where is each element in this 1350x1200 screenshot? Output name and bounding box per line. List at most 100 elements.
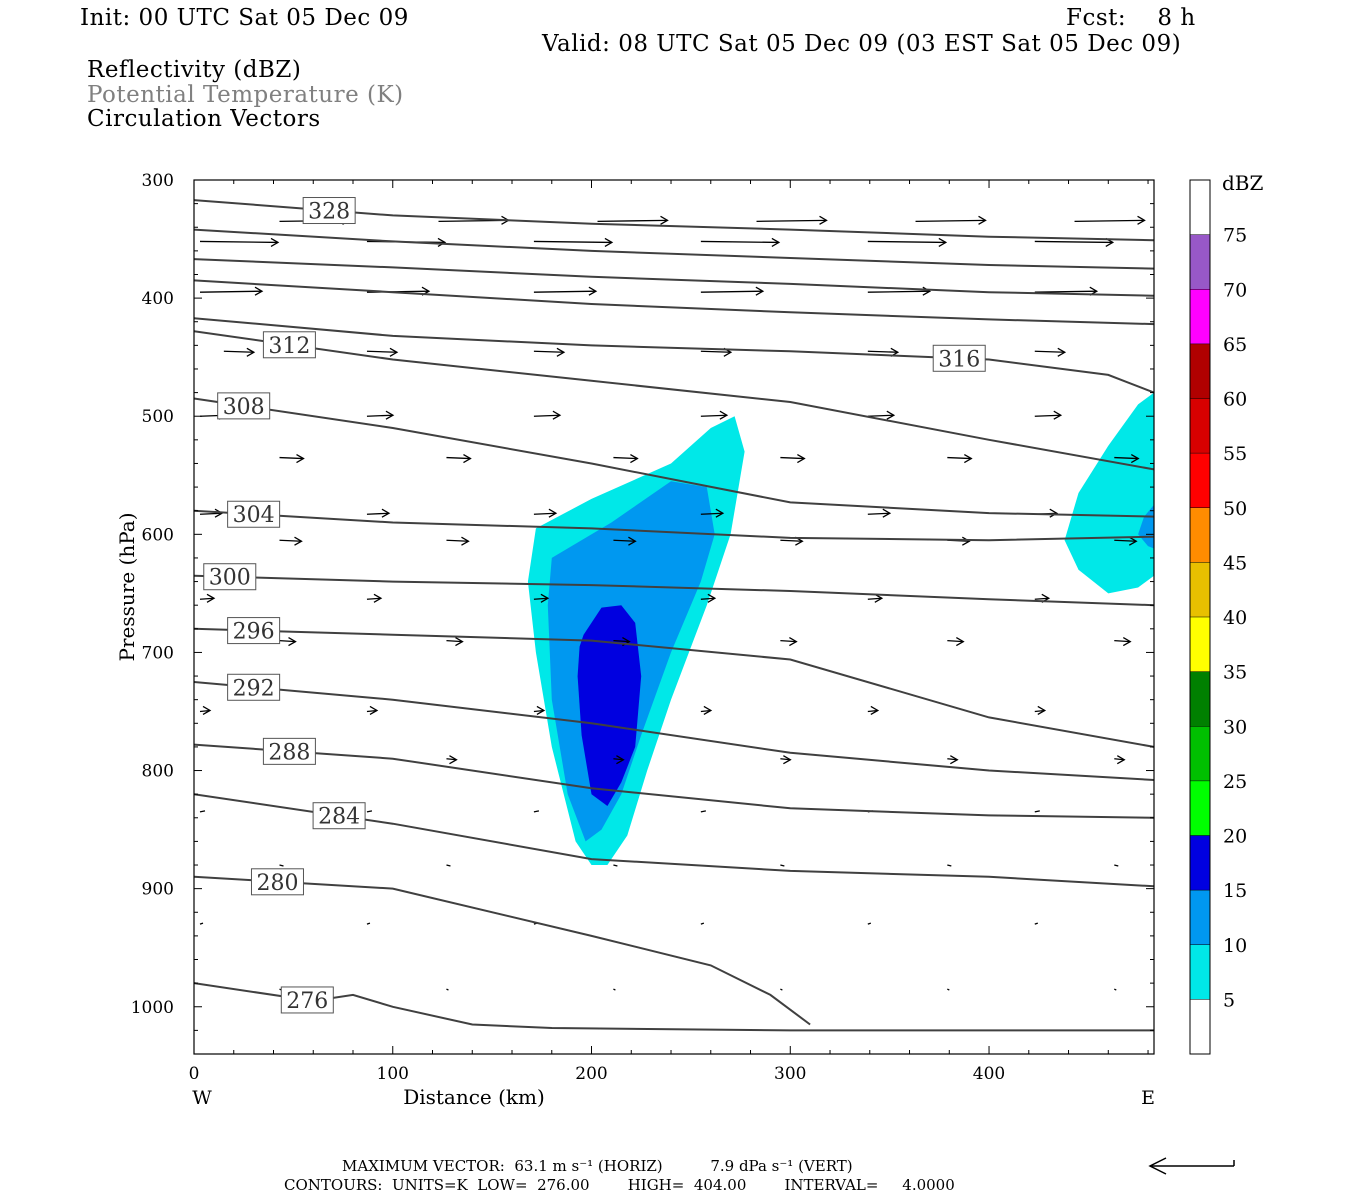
vector-arrow [597,215,669,225]
vector-arrow [366,593,383,603]
vector-arrow [867,705,880,716]
contour-info: CONTOURS: UNITS=K LOW= 276.00 HIGH= 404.… [284,1176,955,1194]
colorbar-label: 55 [1223,443,1247,465]
contour-label-280: 280 [250,868,304,896]
vector-arrow [279,453,305,464]
vector-arrow [867,922,872,925]
vector-arrow [199,810,206,813]
reference-vector-arrow [1148,1157,1235,1175]
vector-arrow [780,755,792,765]
vector-arrow [366,922,371,925]
theta-contours [194,199,1154,1032]
vector-arrow [613,864,618,867]
theta-contour-line [194,228,1154,270]
vector-arrow [700,810,706,813]
contour-label-284: 284 [312,802,366,830]
y-axis-title: Pressure (hPa) [115,513,139,662]
x-tick-label: 200 [575,1064,607,1084]
svg-text:280: 280 [256,871,298,896]
vector-arrow [867,508,892,518]
contour-label-296: 296 [227,617,281,645]
colorbar-label: 65 [1223,334,1247,356]
field-reflectivity: Reflectivity (dBZ) [87,57,302,83]
colorbar-segment [1190,671,1210,727]
y-tick-label: 1000 [131,998,174,1018]
vector-arrow [446,637,464,647]
reflectivity-area-15dbz-2 [577,605,642,806]
colorbar: 5 10 15 20 25 30 35 40 45 50 55 60 65 70 75 dBZ [1189,171,1264,1055]
vector-arrow [1034,705,1047,716]
colorbar-label: 60 [1223,389,1247,411]
vector-arrow [780,453,806,464]
vector-arrow [533,508,558,518]
field-circulation-vectors: Circulation Vectors [87,106,321,132]
colorbar-segment [1190,999,1210,1054]
y-tick-label: 300 [142,171,174,191]
colorbar-segment [1190,726,1210,781]
vector-arrow [279,637,297,647]
x-axis-title: Distance (km) [403,1085,545,1109]
theta-contour-line [194,743,1154,819]
vector-arrow [947,453,973,464]
svg-text:292: 292 [233,676,275,701]
max-vector-info: MAXIMUM VECTOR: 63.1 m s⁻¹ (HORIZ) 7.9 d… [342,1157,853,1175]
x-tick-label: 300 [774,1064,806,1084]
contour-label-316: 316 [932,344,986,372]
vector-arrow [199,237,280,247]
vector-arrow [1034,347,1067,357]
vector-arrow [199,593,216,603]
theta-contour-line [194,509,1154,542]
theta-contour-line [194,330,1154,471]
vector-arrow [533,810,540,813]
theta-contour-line [194,627,1154,748]
contour-label-300: 300 [203,563,257,591]
vector-arrow [446,536,470,546]
theta-contour-line [194,199,1154,242]
vector-arrow [915,215,987,225]
colorbar-segment [1190,944,1210,1000]
colorbar-label: 10 [1223,935,1247,957]
colorbar-segment [1190,453,1210,508]
colorbar-segment [1190,835,1210,891]
vector-arrow [446,864,451,867]
vector-arrow [947,536,971,546]
vector-arrow [199,922,204,925]
vector-arrow [613,755,625,765]
west-label: W [192,1087,212,1109]
x-tick-label: 0 [189,1064,200,1084]
y-tick-label: 500 [142,407,174,427]
theta-contour-line [194,982,1154,1032]
vector-arrow [533,237,614,247]
svg-text:312: 312 [268,334,310,359]
x-tick-label: 100 [377,1064,409,1084]
plot-frame [193,179,1155,1055]
svg-text:276: 276 [286,989,328,1014]
colorbar-segment [1190,780,1210,836]
colorbar-segment [1190,890,1210,945]
vector-arrow [1074,215,1146,225]
theta-contour-line [194,258,1154,297]
vector-arrow [613,453,639,464]
vector-arrow [756,215,828,225]
colorbar-segment [1190,234,1210,290]
vector-arrow [446,453,472,464]
colorbar-segment [1190,343,1210,399]
vector-arrow [613,536,637,546]
vector-arrow [867,410,896,420]
y-tick-label: 400 [142,289,174,309]
vector-arrow [700,593,717,603]
y-tick-label: 900 [142,880,174,900]
init-time: Init: 00 UTC Sat 05 Dec 09 [80,5,409,31]
vector-arrow [700,705,713,716]
colorbar-segment [1190,617,1210,672]
theta-contour-line [194,317,1154,394]
vector-arrow [780,637,798,647]
theta-contour-line [194,875,811,1026]
vector-arrow [700,286,765,296]
vector-arrow [533,410,562,420]
vector-arrow [279,864,284,867]
vector-arrow [947,755,959,765]
vector-arrow [700,508,725,518]
y-tick-label: 600 [142,525,174,545]
colorbar-label: 25 [1223,771,1247,793]
